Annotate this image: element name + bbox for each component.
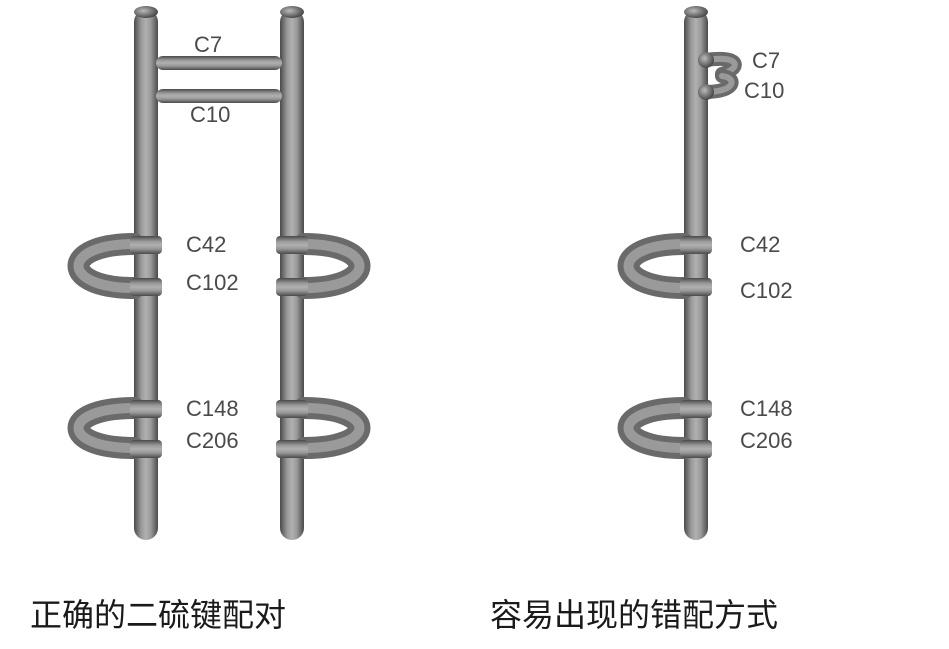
label-c206-left: C206 <box>186 428 239 454</box>
caption-right: 容易出现的错配方式 <box>490 590 778 636</box>
label-c7-left: C7 <box>194 32 222 58</box>
label-c148-left: C148 <box>186 396 239 422</box>
label-c42-left: C42 <box>186 232 226 258</box>
label-c7-right: C7 <box>752 48 780 74</box>
label-c102-right: C102 <box>740 278 793 304</box>
caption-left: 正确的二硫键配对 <box>30 590 286 636</box>
label-c10-left: C10 <box>190 102 230 128</box>
label-c206-right: C206 <box>740 428 793 454</box>
right-panel <box>629 6 735 540</box>
label-c102-left: C102 <box>186 270 239 296</box>
label-c42-right: C42 <box>740 232 780 258</box>
label-c148-right: C148 <box>740 396 793 422</box>
label-c10-right: C10 <box>744 78 784 104</box>
diagram-container: C7 C10 C42 C102 C148 C206 C7 C10 C42 C10… <box>0 0 949 649</box>
structure-svg <box>0 0 949 540</box>
